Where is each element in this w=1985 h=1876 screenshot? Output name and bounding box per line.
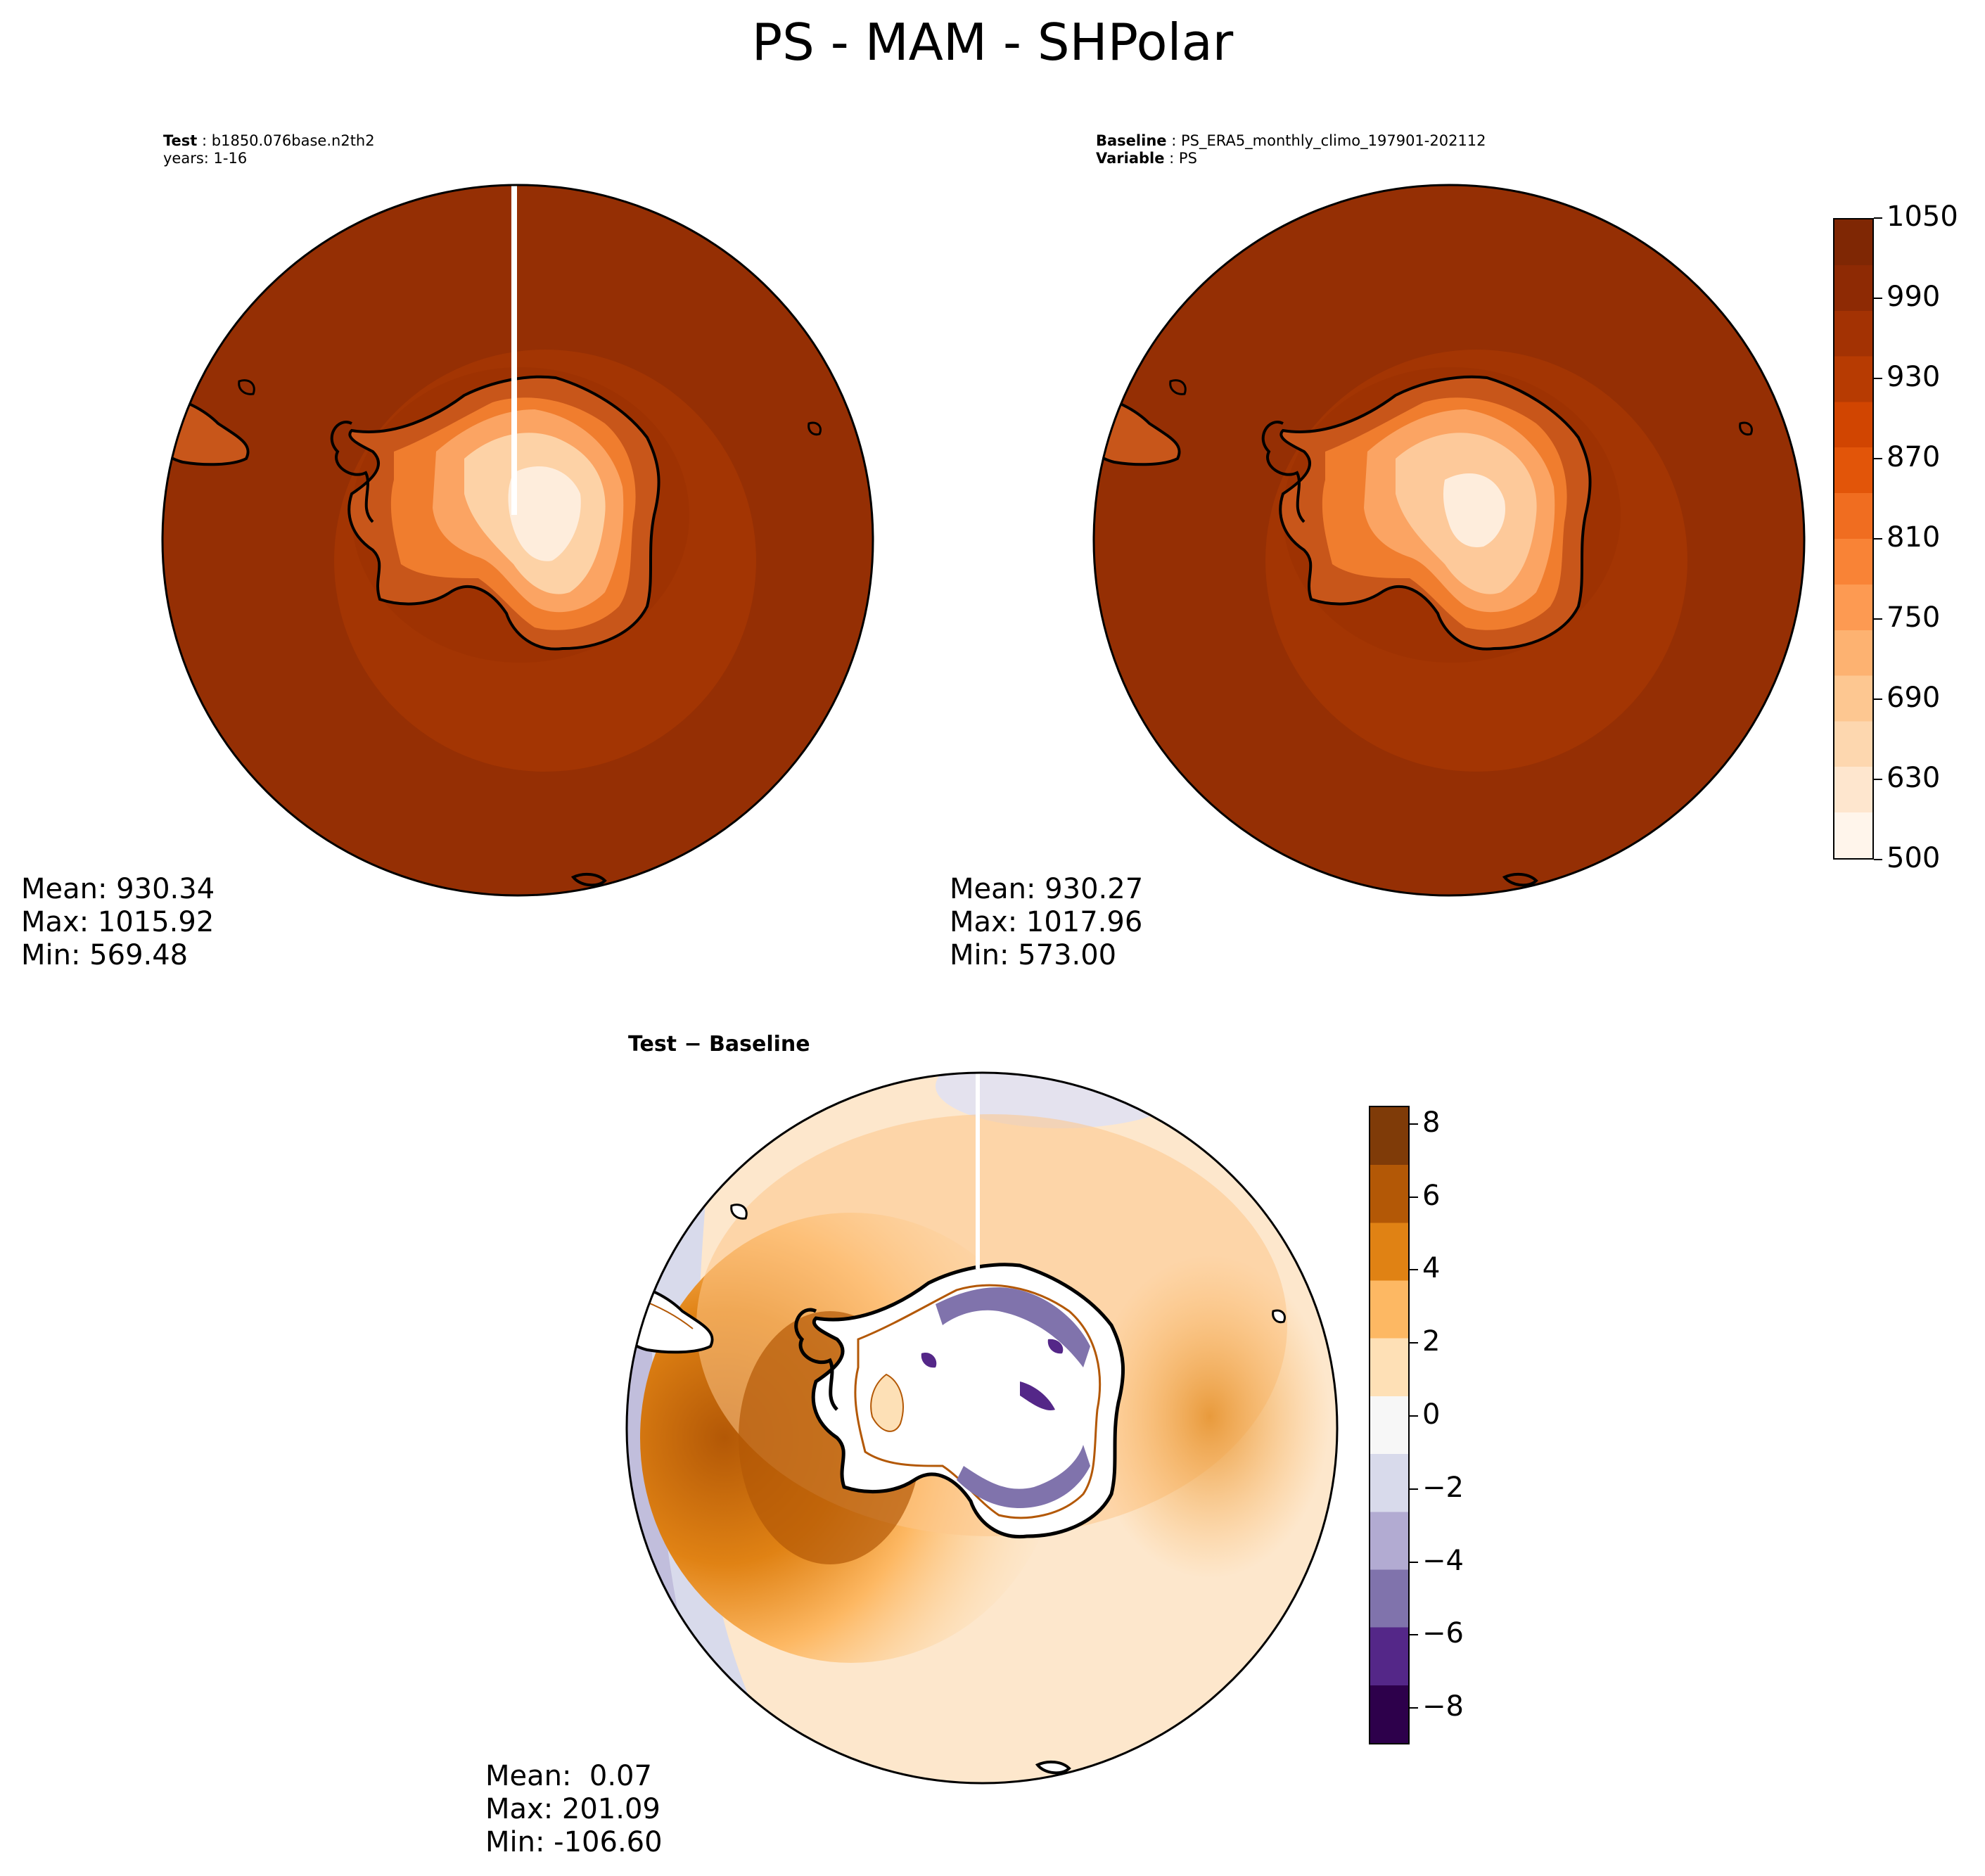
- baseline-stats: Mean: 930.27 Max: 1017.96 Min: 573.00: [950, 873, 1143, 972]
- colorbar-tick-mark: [1410, 1342, 1418, 1344]
- colorbar-tick-label: 2: [1422, 1325, 1441, 1358]
- colorbar-tick-label: 870: [1887, 441, 1941, 473]
- colorbar-tick-mark: [1410, 1707, 1418, 1709]
- test-max: Max: 1015.92: [21, 906, 215, 938]
- colorbar-tick-label: −8: [1422, 1690, 1464, 1723]
- colorbar-tick-label: 4: [1422, 1252, 1441, 1285]
- test-label: Test: [163, 132, 198, 149]
- colorbar-tick-label: 8: [1422, 1106, 1441, 1139]
- baseline-antarctica: [1261, 375, 1592, 651]
- colorbar-tick-label: 930: [1887, 361, 1941, 393]
- test-min: Min: 569.48: [21, 939, 189, 971]
- test-stats: Mean: 930.34 Max: 1015.92 Min: 569.48: [21, 873, 215, 972]
- colorbar-tick-label: −2: [1422, 1471, 1464, 1504]
- colorbar-tick-mark: [1874, 698, 1882, 700]
- diff-max: Max: 201.09: [485, 1793, 660, 1825]
- diff-min: Min: -106.60: [485, 1826, 663, 1858]
- colorbar-tick-label: 500: [1887, 842, 1941, 874]
- baseline-min: Min: 573.00: [950, 939, 1117, 971]
- colorbar-tick-mark: [1874, 378, 1882, 379]
- colorbar-tick-mark: [1410, 1269, 1418, 1271]
- diff-stats: Mean: 0.07 Max: 201.09 Min: -106.60: [485, 1760, 663, 1859]
- variable-value: PS: [1178, 150, 1197, 167]
- baseline-map: [1092, 184, 1806, 897]
- field-colorbar: [1833, 218, 1874, 860]
- colorbar-tick-mark: [1410, 1561, 1418, 1563]
- colorbar-tick-label: 0: [1422, 1398, 1441, 1431]
- colorbar-tick-mark: [1874, 458, 1882, 459]
- test-antarctica: [330, 375, 660, 651]
- colorbar-tick-mark: [1410, 1196, 1418, 1198]
- diff-colorbar: [1369, 1106, 1410, 1744]
- baseline-panel-title: Baseline : PS_ERA5_monthly_climo_197901-…: [1096, 132, 1486, 167]
- figure-title: PS - MAM - SHPolar: [751, 13, 1234, 72]
- colorbar-tick-mark: [1410, 1488, 1418, 1490]
- baseline-mean: Mean: 930.27: [950, 873, 1144, 905]
- colorbar-tick-label: 6: [1422, 1179, 1441, 1212]
- colorbar-tick-label: 1050: [1887, 200, 1958, 233]
- colorbar-tick-label: 750: [1887, 601, 1941, 634]
- colorbar-tick-label: 990: [1887, 281, 1941, 313]
- test-map: [161, 184, 874, 897]
- colorbar-tick-mark: [1874, 217, 1882, 219]
- colorbar-tick-mark: [1874, 859, 1882, 860]
- baseline-label: Baseline: [1096, 132, 1167, 149]
- colorbar-tick-mark: [1410, 1415, 1418, 1417]
- colorbar-tick-mark: [1874, 298, 1882, 299]
- test-years: years: 1-16: [163, 150, 248, 167]
- colorbar-tick-label: 810: [1887, 521, 1941, 554]
- test-panel-title: Test : b1850.076base.n2th2 years: 1-16: [163, 132, 375, 167]
- diff-mean: Mean: 0.07: [485, 1760, 652, 1792]
- diff-panel-title: Test − Baseline: [628, 1032, 810, 1057]
- baseline-max: Max: 1017.96: [950, 906, 1143, 938]
- colorbar-tick-mark: [1410, 1123, 1418, 1125]
- colorbar-tick-mark: [1874, 538, 1882, 540]
- diff-map: [625, 1071, 1339, 1785]
- baseline-case: PS_ERA5_monthly_climo_197901-202112: [1180, 132, 1486, 149]
- variable-label: Variable: [1096, 150, 1165, 167]
- diff-antarctica: [794, 1263, 1125, 1539]
- colorbar-tick-mark: [1410, 1634, 1418, 1636]
- colorbar-tick-mark: [1874, 618, 1882, 620]
- colorbar-tick-label: 690: [1887, 682, 1941, 714]
- colorbar-tick-label: −6: [1422, 1617, 1464, 1650]
- test-mean: Mean: 930.34: [21, 873, 215, 905]
- colorbar-tick-label: −4: [1422, 1544, 1464, 1577]
- test-case: b1850.076base.n2th2: [211, 132, 375, 149]
- colorbar-tick-label: 630: [1887, 762, 1941, 794]
- colorbar-tick-mark: [1874, 779, 1882, 780]
